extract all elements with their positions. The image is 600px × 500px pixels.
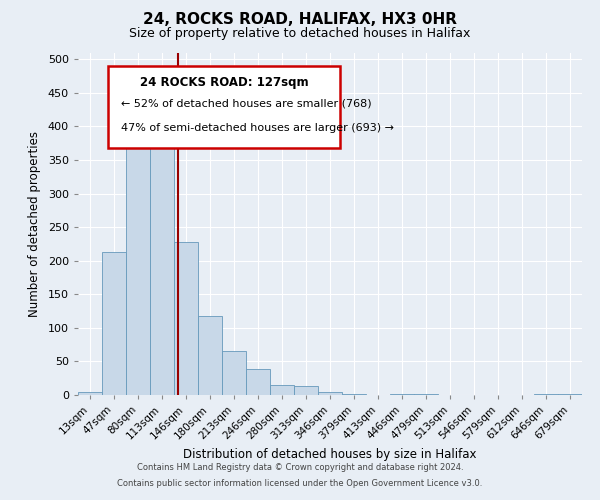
Bar [294,386,318,395]
Bar [414,394,438,395]
Text: Contains HM Land Registry data © Crown copyright and database right 2024.: Contains HM Land Registry data © Crown c… [137,464,463,472]
Y-axis label: Number of detached properties: Number of detached properties [28,130,41,317]
Bar [534,394,558,395]
Text: 24 ROCKS ROAD: 127sqm: 24 ROCKS ROAD: 127sqm [140,76,308,90]
Text: 24, ROCKS ROAD, HALIFAX, HX3 0HR: 24, ROCKS ROAD, HALIFAX, HX3 0HR [143,12,457,28]
Bar [390,394,414,395]
Text: Contains public sector information licensed under the Open Government Licence v3: Contains public sector information licen… [118,478,482,488]
Bar [222,352,246,395]
Text: 47% of semi-detached houses are larger (693) →: 47% of semi-detached houses are larger (… [121,122,394,132]
Bar [270,385,294,395]
Bar [102,252,126,395]
Text: Size of property relative to detached houses in Halifax: Size of property relative to detached ho… [130,28,470,40]
Bar [318,392,342,395]
Bar [558,394,582,395]
Bar [198,316,222,395]
Bar [126,124,150,395]
Bar [78,392,102,395]
Bar [174,242,198,395]
Bar [246,370,270,395]
Text: ← 52% of detached houses are smaller (768): ← 52% of detached houses are smaller (76… [121,98,371,108]
Bar [342,394,366,395]
Bar [150,146,174,395]
X-axis label: Distribution of detached houses by size in Halifax: Distribution of detached houses by size … [183,448,477,461]
FancyBboxPatch shape [108,66,340,148]
